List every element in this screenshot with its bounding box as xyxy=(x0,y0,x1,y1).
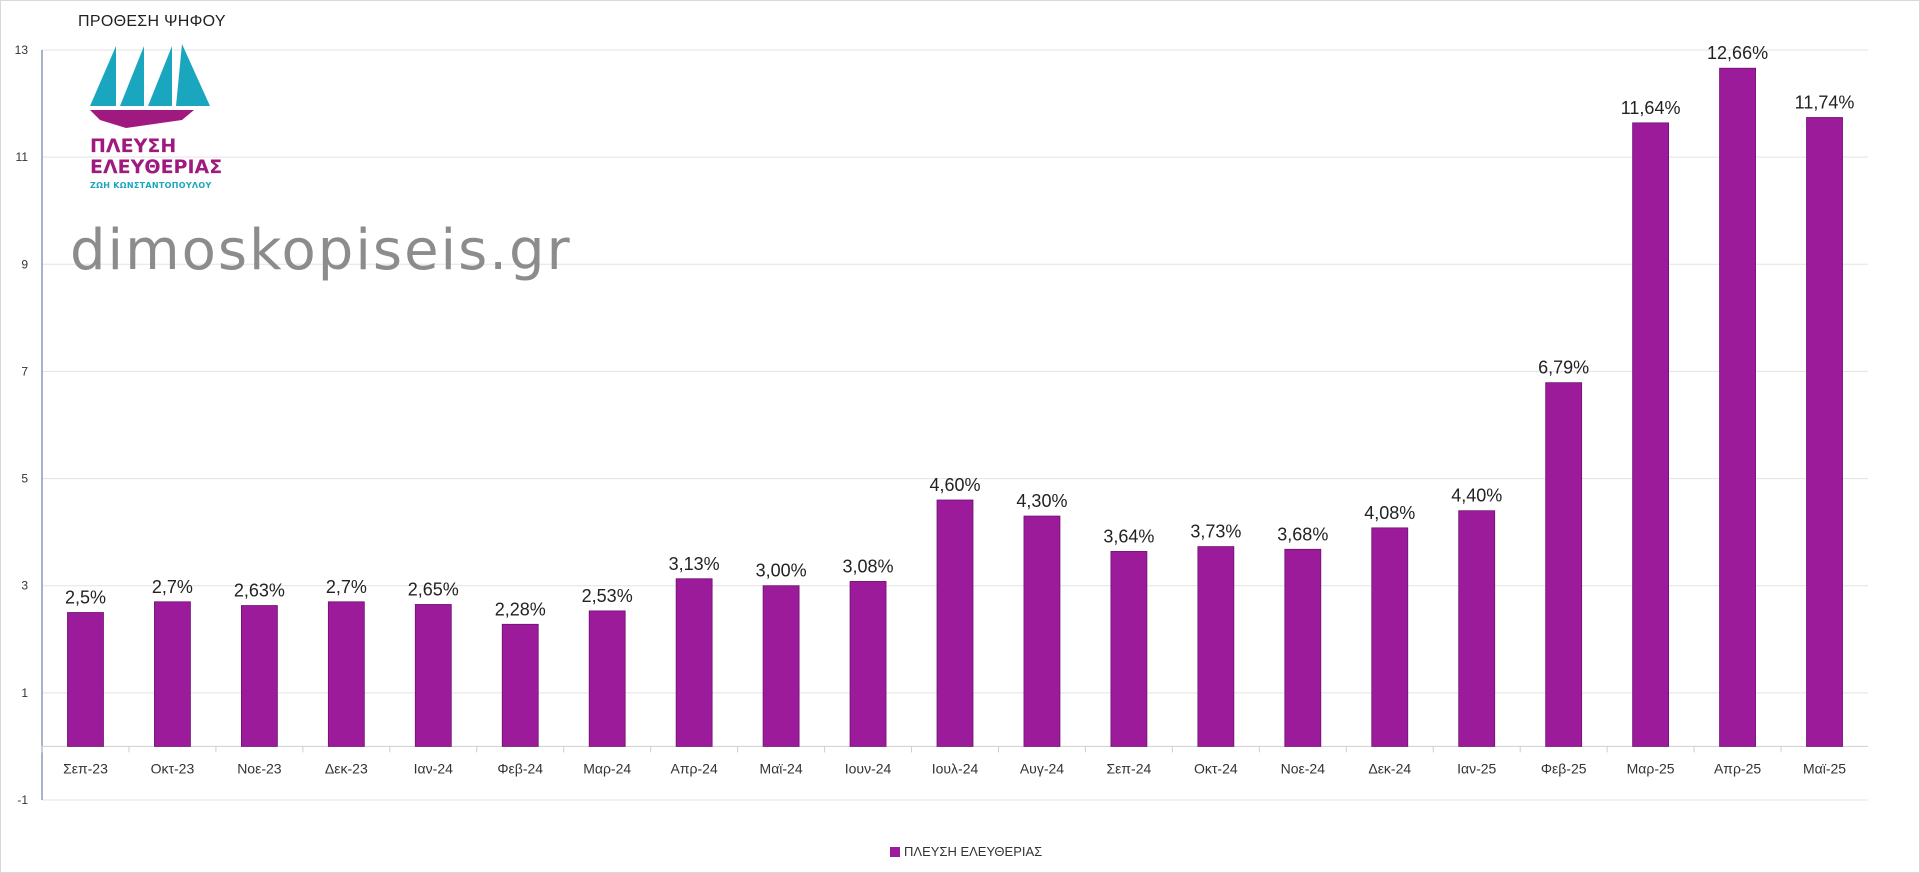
x-tick-label: Σεπ-23 xyxy=(63,760,108,776)
party-logo: ΠΛΕΥΣΗ ΕΛΕΥΘΕΡΙΑΣ ΖΩΗ ΚΩΝΣΤΑΝΤΟΠΟΥΛΟΥ xyxy=(86,40,226,200)
bar xyxy=(1719,67,1756,747)
x-tick-label: Φεβ-25 xyxy=(1541,760,1587,776)
bar xyxy=(240,605,278,747)
y-tick-label: 11 xyxy=(16,150,29,164)
x-tick-label: Μαϊ-24 xyxy=(760,760,803,776)
y-tick-label: 9 xyxy=(21,257,28,271)
data-label: 4,30% xyxy=(1016,491,1067,511)
data-label: 4,08% xyxy=(1364,503,1415,523)
watermark: dimoskopiseis.gr xyxy=(70,218,572,283)
x-tick-label: Νοε-24 xyxy=(1281,760,1326,776)
data-label: 3,73% xyxy=(1190,522,1241,542)
data-label: 2,65% xyxy=(408,579,459,599)
bar xyxy=(849,581,887,747)
data-label: 2,5% xyxy=(65,588,106,608)
y-tick-label: 5 xyxy=(21,472,28,486)
bar xyxy=(762,585,800,747)
x-tick-label: Μαρ-25 xyxy=(1627,760,1675,776)
data-label: 3,64% xyxy=(1103,526,1154,546)
bar xyxy=(1371,527,1409,747)
x-tick-label: Οκτ-23 xyxy=(151,760,195,776)
x-tick-label: Ιουν-24 xyxy=(845,760,892,776)
x-tick-label: Δεκ-23 xyxy=(325,760,368,776)
data-label: 11,64% xyxy=(1621,98,1681,118)
chart-heading: ΠΡΟΘΕΣΗ ΨΗΦΟΥ xyxy=(78,13,226,30)
y-tick-label: 7 xyxy=(21,364,28,378)
x-tick-label: Απρ-24 xyxy=(671,760,718,776)
x-tick-label: Δεκ-24 xyxy=(1368,760,1411,776)
bar xyxy=(588,610,626,747)
logo-wordmark: ΠΛΕΥΣΗ ΕΛΕΥΘΕΡΙΑΣ xyxy=(90,136,222,178)
sailboat-logo-icon xyxy=(90,44,210,128)
data-label: 2,7% xyxy=(326,577,367,597)
data-label: 2,63% xyxy=(234,581,285,601)
y-tick-label: 13 xyxy=(15,43,29,57)
bar xyxy=(67,612,104,747)
data-label: 4,40% xyxy=(1451,486,1502,506)
logo-line-1: ΠΛΕΥΣΗ xyxy=(90,135,177,157)
x-tick-label: Ιαν-24 xyxy=(414,760,453,776)
x-tick-label: Σεπ-24 xyxy=(1107,760,1152,776)
bar xyxy=(1023,515,1061,747)
data-label: 3,13% xyxy=(669,554,720,574)
bar xyxy=(936,499,974,747)
bar xyxy=(501,623,539,747)
legend-swatch xyxy=(890,846,900,857)
x-tick-label: Μαϊ-25 xyxy=(1803,760,1846,776)
bar xyxy=(1458,510,1496,747)
x-tick-label: Ιουλ-24 xyxy=(932,760,979,776)
x-tick-label: Νοε-23 xyxy=(237,760,282,776)
legend-label: ΠΛΕΥΣΗ ΕΛΕΥΘΕΡΙΑΣ xyxy=(904,844,1043,859)
data-label: 2,53% xyxy=(582,586,633,606)
y-tick-label: 3 xyxy=(21,579,28,593)
data-label: 12,66% xyxy=(1707,43,1768,63)
data-label: 3,08% xyxy=(843,556,894,576)
x-tick-label: Οκτ-24 xyxy=(1194,760,1238,776)
bar xyxy=(1284,548,1322,747)
logo-subtitle: ΖΩΗ ΚΩΝΣΤΑΝΤΟΠΟΥΛΟΥ xyxy=(90,181,212,190)
x-tick-label: Φεβ-24 xyxy=(497,760,543,776)
chart-legend: ΠΛΕΥΣΗ ΕΛΕΥΘΕΡΙΑΣ xyxy=(890,844,1042,859)
x-tick-label: Ιαν-25 xyxy=(1457,760,1496,776)
x-tick-label: Μαρ-24 xyxy=(583,760,631,776)
bar xyxy=(1545,382,1583,747)
x-tick-label: Απρ-25 xyxy=(1714,760,1761,776)
data-label: 3,68% xyxy=(1277,524,1328,544)
x-tick-label: Αυγ-24 xyxy=(1020,760,1064,776)
y-tick-label: 1 xyxy=(21,686,28,700)
data-label: 4,60% xyxy=(929,475,980,495)
bar xyxy=(1632,122,1670,747)
data-label: 3,00% xyxy=(756,561,807,581)
bar xyxy=(675,578,713,747)
data-label: 2,28% xyxy=(495,599,546,619)
data-label: 2,7% xyxy=(152,577,193,597)
logo-line-2: ΕΛΕΥΘΕΡΙΑΣ xyxy=(90,156,223,178)
bar xyxy=(327,601,365,747)
data-label: 6,79% xyxy=(1538,358,1589,378)
data-label: 11,74% xyxy=(1795,93,1855,113)
bar xyxy=(414,604,452,747)
bar xyxy=(1197,546,1235,747)
bar xyxy=(1806,117,1843,747)
bar xyxy=(154,601,191,747)
bar xyxy=(1110,551,1148,747)
y-tick-label: -1 xyxy=(17,793,28,807)
